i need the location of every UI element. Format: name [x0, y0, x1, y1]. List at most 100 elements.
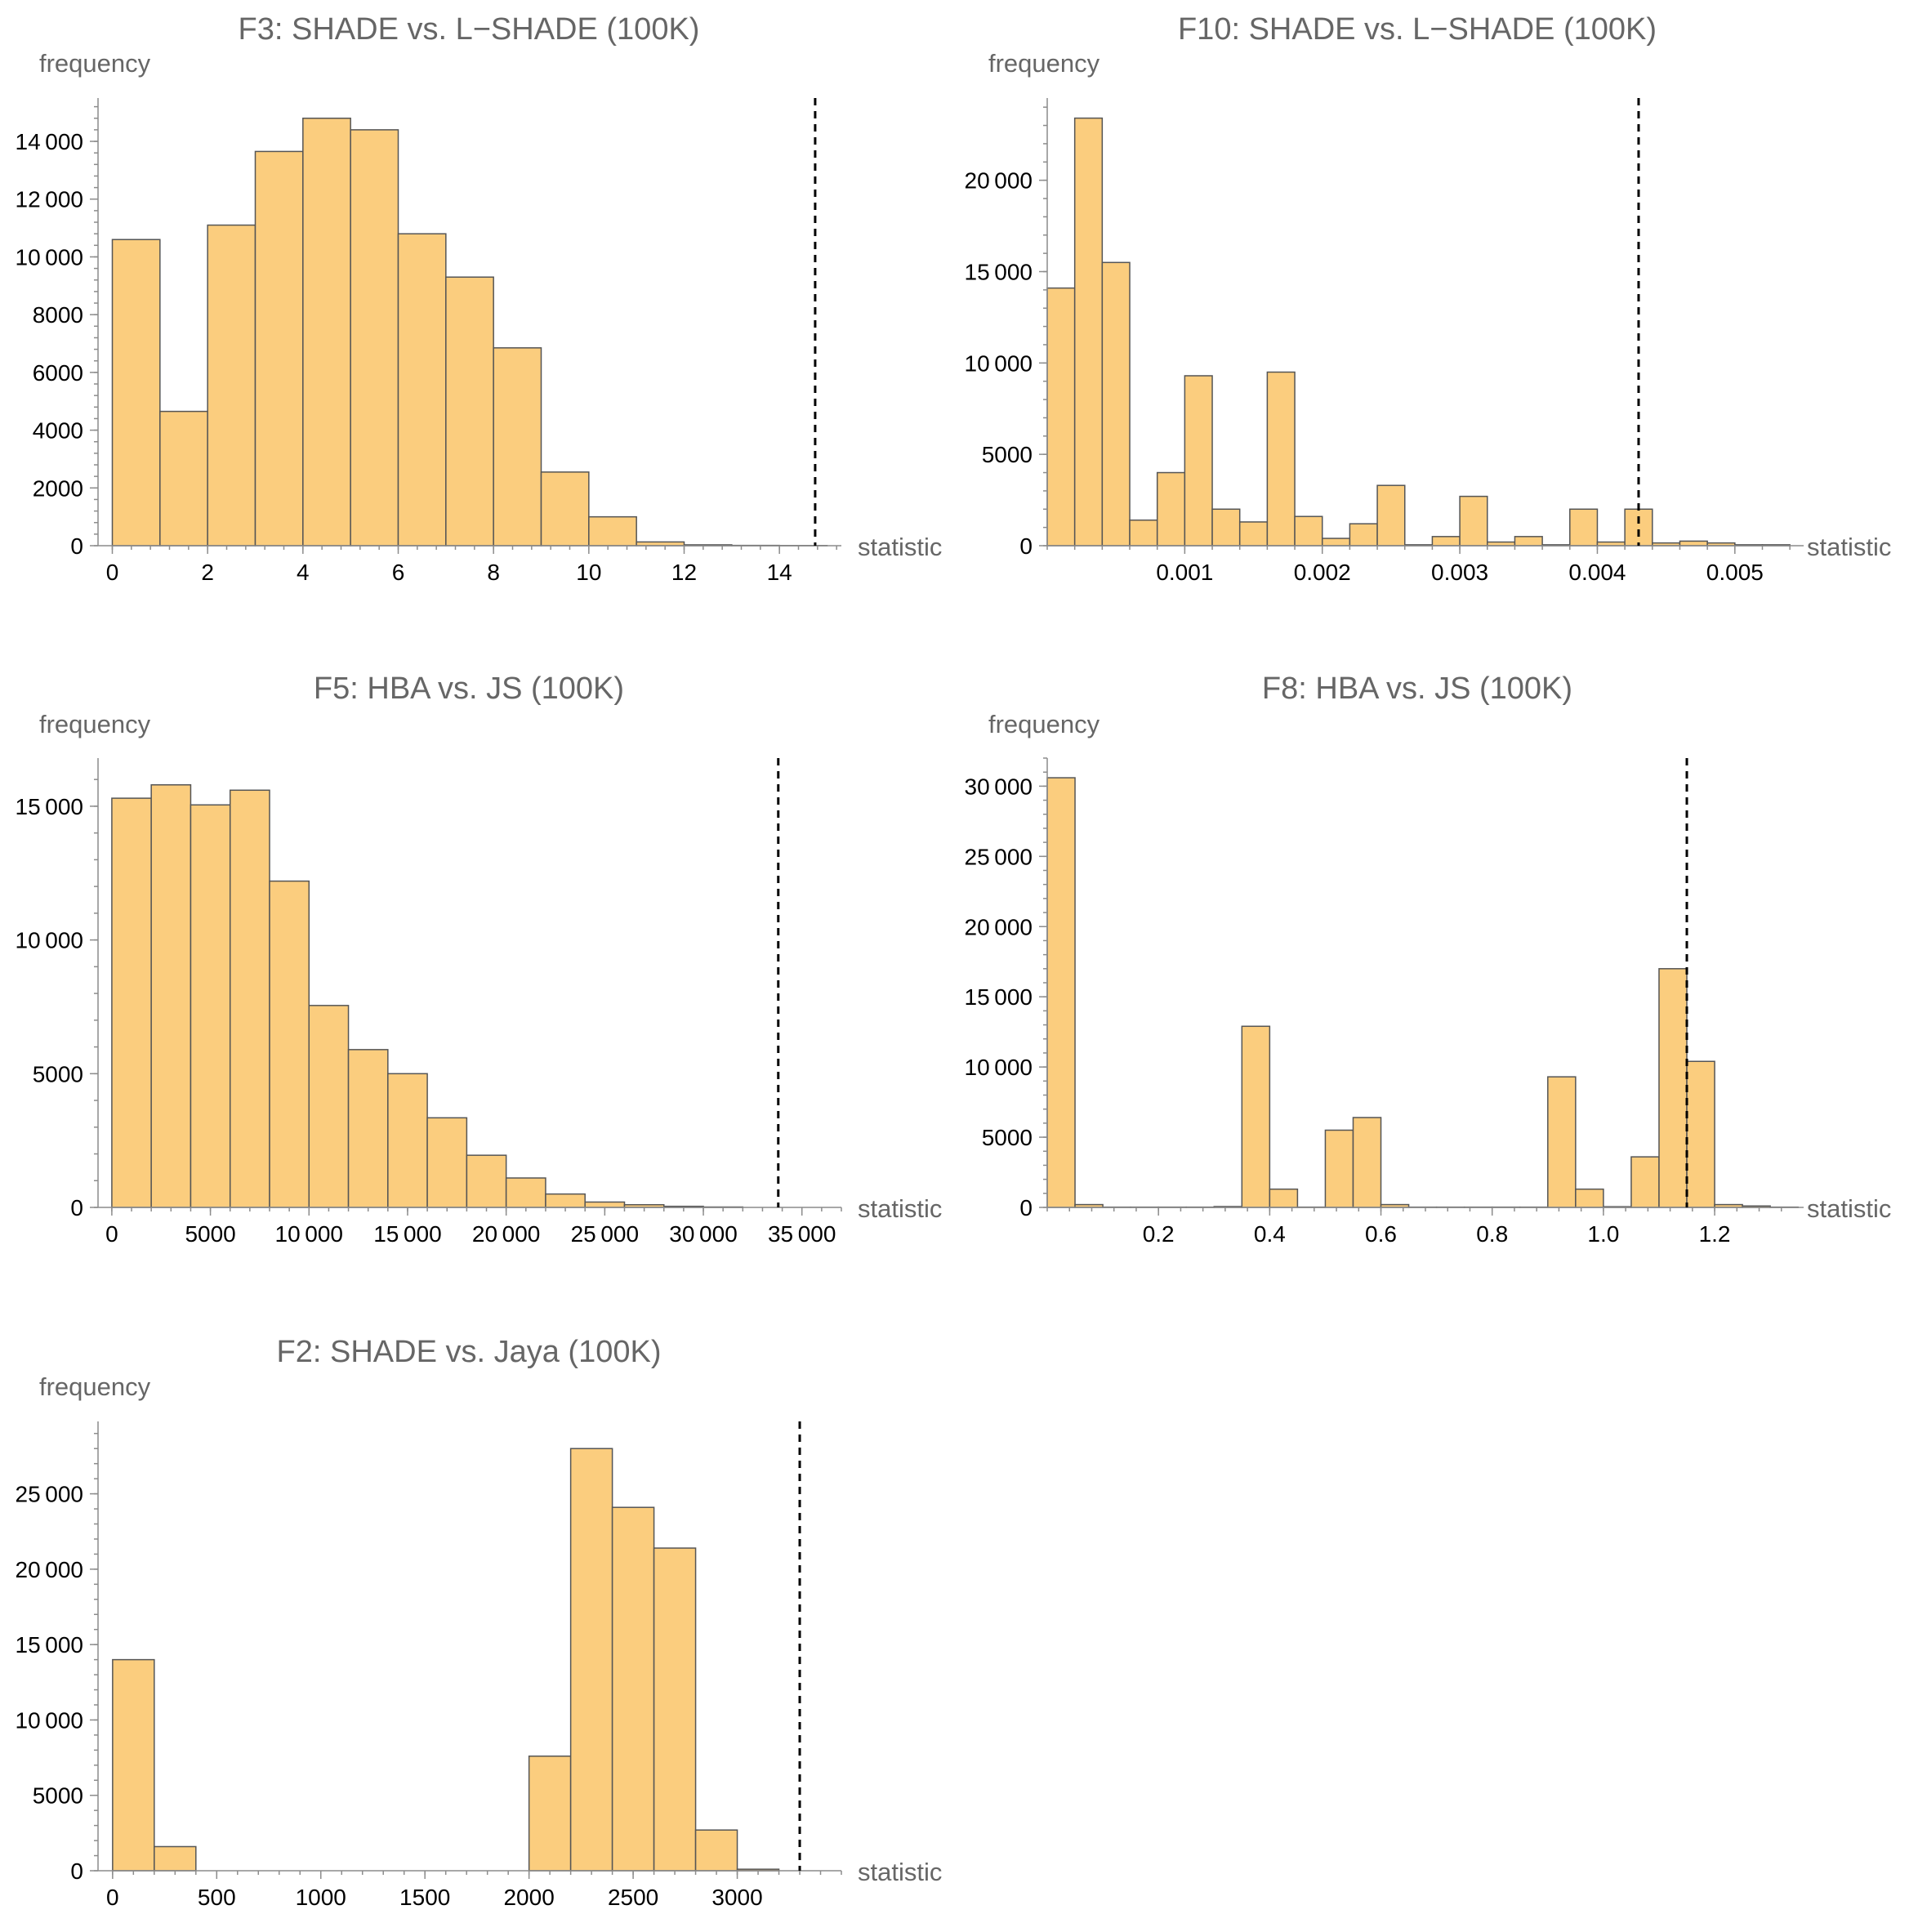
y-tick-label: 15 000	[16, 794, 83, 819]
histogram-bar	[269, 880, 310, 1208]
x-tick-label: 4	[297, 560, 310, 585]
histogram-panel-4: F8: HBA vs. JS (100K) frequency 0.2 0.4 0.6 0…	[965, 672, 1892, 1247]
chart-title: F5: HBA vs. JS (100K)	[314, 672, 624, 706]
x-tick-label: 2	[201, 560, 214, 585]
x-tick-label: 35 000	[768, 1221, 836, 1247]
x-tick-label: 0.005	[1706, 560, 1764, 585]
histogram-bar	[1269, 1188, 1299, 1208]
histogram-bar	[445, 276, 494, 547]
histogram-bar	[1547, 1076, 1577, 1208]
histogram-bar	[387, 1073, 428, 1208]
y-tick-label: 10 000	[16, 1707, 83, 1733]
histogram-panel-5: F2: SHADE vs. Jaya (100K) frequency 0 500 10…	[16, 1335, 943, 1910]
histogram-bar	[426, 1117, 468, 1208]
histogram-bar	[528, 1755, 572, 1872]
y-tick-label: 5000	[982, 1125, 1033, 1150]
histogram-bar	[540, 471, 590, 547]
x-tick-label: 0	[106, 1885, 119, 1910]
y-tick-label: 10 000	[965, 350, 1033, 376]
y-tick-label: 5000	[33, 1061, 83, 1086]
histogram-panel-2: F10: SHADE vs. L−SHADE (100K) frequency 0.…	[965, 12, 1892, 585]
x-tick-label: 0.4	[1254, 1221, 1286, 1247]
histogram-bar	[190, 804, 231, 1208]
y-axis-label: frequency	[39, 1372, 151, 1401]
histogram-bar	[347, 1049, 389, 1208]
histogram-panel-3: F5: HBA vs. JS (100K) frequency 0 5000 10 00…	[16, 672, 943, 1247]
y-tick-label: 20 000	[965, 168, 1033, 194]
histogram-bar	[1349, 523, 1378, 547]
histogram-bar	[694, 1829, 738, 1872]
y-tick-label: 4000	[33, 418, 83, 444]
histogram-bar	[1658, 968, 1688, 1208]
y-tick-label: 10 000	[16, 244, 83, 270]
histogram-bar	[308, 1005, 350, 1208]
x-tick-label: 14	[767, 560, 792, 585]
histogram-bar	[112, 1658, 155, 1872]
x-tick-label: 10 000	[275, 1221, 343, 1247]
x-tick-label: 0.2	[1143, 1221, 1175, 1247]
x-tick-label: 1000	[296, 1885, 346, 1910]
y-axis-label: frequency	[39, 49, 151, 78]
histogram-bar	[1156, 471, 1186, 547]
histogram-bar	[159, 410, 208, 547]
x-tick-label: 500	[198, 1885, 236, 1910]
y-tick-label: 30 000	[965, 774, 1033, 799]
histogram-bar	[569, 1448, 613, 1872]
histogram-bar	[584, 1201, 626, 1208]
x-tick-label: 10	[576, 560, 601, 585]
y-tick-label: 12 000	[16, 187, 83, 212]
y-axis-label: frequency	[988, 49, 1100, 78]
x-axis-label: statistic	[858, 1858, 942, 1886]
histogram-bar	[1321, 538, 1351, 547]
histogram-bar	[1101, 261, 1131, 547]
histogram-bar	[154, 1845, 197, 1872]
histogram-bar	[1238, 521, 1269, 547]
histogram-bar	[1431, 536, 1461, 547]
histogram-bar	[493, 347, 542, 547]
x-tick-label: 0.6	[1365, 1221, 1397, 1247]
histogram-bar	[653, 1547, 697, 1872]
histogram-bar	[350, 129, 399, 547]
y-tick-label: 25 000	[16, 1482, 83, 1507]
histogram-bar	[1046, 777, 1076, 1208]
x-tick-label: 0.002	[1294, 560, 1351, 585]
histogram-bar	[611, 1506, 655, 1872]
histogram-bar	[1624, 508, 1653, 547]
chart-title: F10: SHADE vs. L−SHADE (100K)	[1178, 12, 1657, 47]
x-axis-label: statistic	[858, 533, 942, 561]
x-tick-label: 30 000	[669, 1221, 737, 1247]
x-tick-label: 0.8	[1476, 1221, 1508, 1247]
chart-title: F2: SHADE vs. Jaya (100K)	[277, 1335, 662, 1369]
y-tick-label: 8000	[33, 302, 83, 328]
y-tick-label: 15 000	[965, 259, 1033, 284]
y-axis-label: frequency	[988, 710, 1100, 738]
histogram-bar	[1129, 519, 1158, 547]
x-tick-label: 15 000	[373, 1221, 441, 1247]
histogram-bar	[302, 117, 351, 547]
x-axis-label: statistic	[1807, 533, 1891, 561]
histogram-bar	[1324, 1129, 1354, 1208]
histogram-bar	[1266, 371, 1296, 547]
histogram-bar	[1630, 1156, 1660, 1208]
x-tick-label: 8	[487, 560, 500, 585]
y-tick-label: 10 000	[16, 928, 83, 953]
y-tick-label: 0	[70, 533, 83, 559]
histogram-bar	[1459, 495, 1488, 547]
histogram-bar	[229, 789, 270, 1208]
x-tick-label: 1.2	[1699, 1221, 1731, 1247]
histogram-bar	[1184, 375, 1213, 547]
chart-title: F3: SHADE vs. L−SHADE (100K)	[239, 12, 700, 47]
y-tick-label: 0	[1019, 533, 1033, 559]
y-tick-label: 5000	[982, 442, 1033, 467]
histogram-bar	[1569, 508, 1599, 547]
histogram-bar	[1073, 117, 1104, 547]
x-tick-label: 12	[671, 560, 697, 585]
histogram-panel-1: F3: SHADE vs. L−SHADE (100K) frequency 0 2 4…	[16, 12, 943, 585]
histogram-bar	[545, 1193, 586, 1208]
x-tick-label: 5000	[185, 1221, 235, 1247]
x-tick-label: 3000	[711, 1885, 762, 1910]
x-tick-label: 1.0	[1587, 1221, 1619, 1247]
y-tick-label: 15 000	[965, 984, 1033, 1010]
histogram-bar	[505, 1177, 546, 1208]
